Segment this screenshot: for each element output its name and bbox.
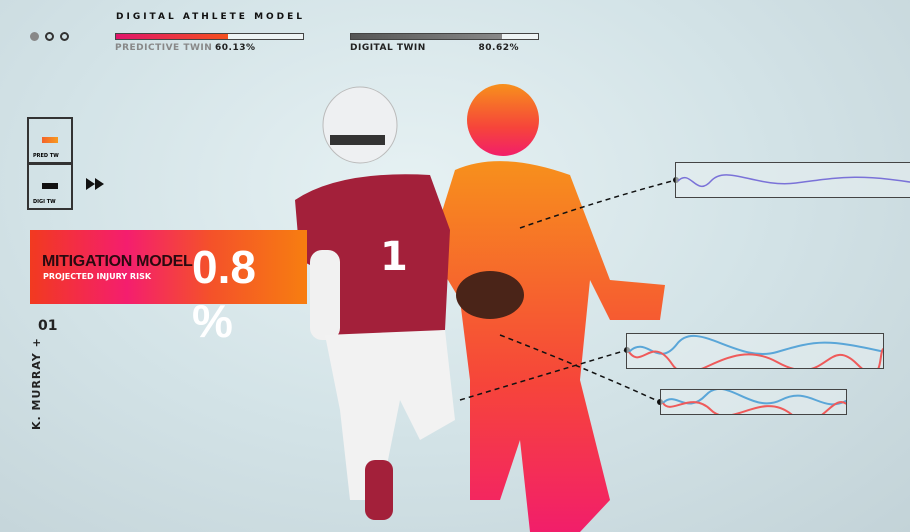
- legend-digi-tw[interactable]: DIGI TW: [27, 163, 73, 210]
- injury-risk-value: 0.8 %: [192, 241, 256, 347]
- mitigation-title: MITIGATION MODEL: [42, 253, 193, 270]
- mitigation-model-panel: MITIGATION MODEL PROJECTED INJURY RISK 0…: [30, 230, 307, 347]
- legend-label: DIGI TW: [33, 199, 56, 205]
- orange-swatch-icon: [42, 137, 58, 143]
- svg-text:1: 1: [380, 234, 408, 280]
- legend-label: PRED TW: [33, 153, 59, 159]
- fast-forward-icon[interactable]: [86, 178, 106, 190]
- page-dot[interactable]: [30, 32, 39, 41]
- waveform-graph-bottom: [660, 389, 847, 415]
- page-dot[interactable]: [60, 32, 69, 41]
- digital-twin-silhouette: [430, 84, 665, 532]
- digital-twin-value: 80.62%: [478, 43, 519, 53]
- digital-twin-meter: DIGITAL TWIN 80.62%: [350, 33, 539, 53]
- athlete-figures: 1: [295, 84, 665, 532]
- player-image: 1: [295, 86, 524, 520]
- predictive-twin-value: 60.13%: [215, 43, 256, 53]
- digital-twin-label: DIGITAL TWIN: [350, 43, 426, 53]
- header-title: DIGITAL ATHLETE MODEL: [116, 12, 306, 22]
- predictive-twin-label: PREDICTIVE TWIN: [115, 43, 213, 53]
- mitigation-subtitle: PROJECTED INJURY RISK: [43, 272, 152, 281]
- predictive-twin-meter: PREDICTIVE TWIN 60.13%: [115, 33, 304, 53]
- waveform-graph-middle: [626, 333, 884, 369]
- player-number: 01: [38, 318, 58, 334]
- page-dot[interactable]: [45, 32, 54, 41]
- page-indicator: [30, 32, 69, 41]
- waveform-graph-top: [675, 162, 910, 198]
- black-swatch-icon: [42, 183, 58, 189]
